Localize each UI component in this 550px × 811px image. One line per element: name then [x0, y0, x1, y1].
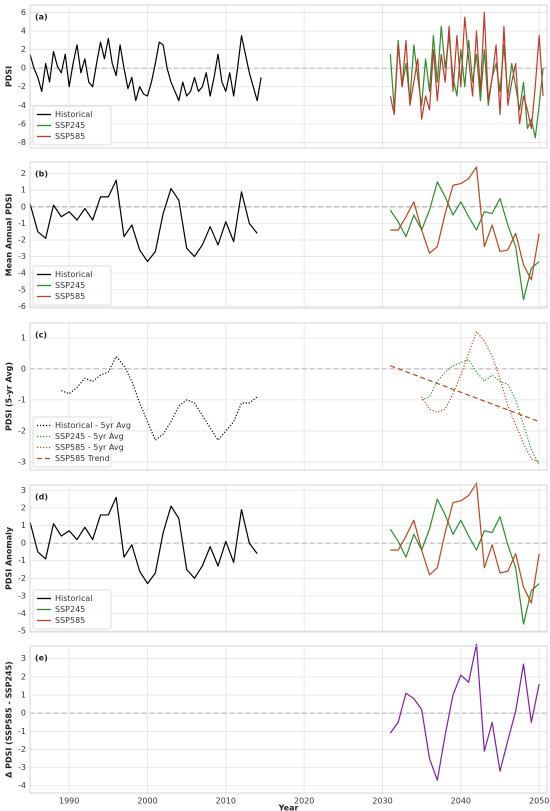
y-tick-label: 2 — [21, 672, 26, 681]
y-tick-label: -2 — [18, 574, 26, 583]
panel-label: (a) — [35, 13, 48, 22]
panel-label: (e) — [35, 654, 48, 663]
y-tick-label: -4 — [18, 269, 26, 278]
y-axis-label: PDSI Anomaly — [5, 526, 14, 590]
y-tick-label: -1 — [18, 556, 26, 565]
data-line — [390, 482, 540, 604]
x-tick-label: 1990 — [59, 797, 79, 806]
y-tick-label: 2 — [21, 169, 26, 178]
legend-label: SSP585 — [55, 292, 85, 301]
y-tick-label: -4 — [18, 101, 26, 110]
data-line — [29, 179, 258, 263]
y-tick-label: 1 — [21, 186, 26, 195]
x-tick-label: 2040 — [451, 797, 471, 806]
y-tick-label: -3 — [18, 252, 26, 261]
plot-frame — [29, 645, 548, 794]
y-tick-label: -2 — [18, 426, 26, 435]
y-tick-label: 0 — [21, 202, 26, 211]
y-tick-label: -4 — [18, 609, 26, 618]
data-line — [390, 365, 540, 423]
y-tick-label: 0 — [21, 364, 26, 373]
y-tick-label: -1 — [18, 395, 26, 404]
y-tick-label: -6 — [18, 302, 26, 311]
data-line — [390, 166, 540, 281]
legend-box — [32, 416, 112, 468]
y-tick-label: 2 — [21, 503, 26, 512]
legend-label: Historical — [55, 270, 92, 279]
y-tick-label: -1 — [18, 219, 26, 228]
plot-frame — [29, 161, 548, 309]
y-tick-label: 2 — [21, 45, 26, 54]
y-tick-label: -2 — [18, 745, 26, 754]
y-tick-label: -8 — [18, 138, 26, 147]
y-tick-label: 0 — [21, 64, 26, 73]
legend-label: Historical - 5yr Avg — [55, 421, 131, 430]
y-axis-label: PDSI (5-yr Avg) — [5, 362, 14, 431]
data-line — [389, 643, 540, 781]
x-axis-label: Year — [278, 804, 299, 811]
y-axis-label: PDSI — [5, 66, 14, 87]
x-tick-label: 2010 — [216, 797, 236, 806]
legend-label: SSP245 — [55, 281, 85, 290]
data-line — [389, 498, 540, 625]
y-tick-label: -2 — [18, 235, 26, 244]
y-tick-label: 0 — [21, 539, 26, 548]
data-line — [389, 11, 544, 130]
x-tick-label: 2030 — [372, 797, 392, 806]
y-tick-label: -4 — [18, 781, 26, 790]
data-line — [421, 358, 540, 466]
legend-box — [32, 265, 112, 306]
legend-label: SSP585 — [55, 616, 85, 625]
y-tick-label: -1 — [18, 727, 26, 736]
legend-label: SSP585 Trend — [55, 454, 110, 463]
y-tick-label: -5 — [18, 285, 26, 294]
data-line — [29, 35, 262, 102]
plot-frame — [29, 4, 548, 149]
plot-frame — [29, 322, 548, 471]
legend-label: Historical — [55, 594, 92, 603]
panel-label: (c) — [35, 331, 47, 340]
data-line — [421, 331, 540, 463]
panel-label: (b) — [35, 170, 48, 179]
y-tick-label: -3 — [18, 591, 26, 600]
y-tick-label: -2 — [18, 82, 26, 91]
legend-label: SSP245 — [55, 121, 85, 130]
x-tick-label: 2000 — [137, 797, 157, 806]
y-tick-label: -3 — [18, 457, 26, 466]
y-tick-label: 1 — [21, 691, 26, 700]
legend-label: SSP585 — [55, 132, 85, 141]
y-tick-label: -3 — [18, 763, 26, 772]
y-tick-label: -5 — [18, 627, 26, 636]
legend-box — [32, 589, 112, 630]
plot-frame — [29, 484, 548, 633]
legend-box — [32, 105, 112, 146]
y-tick-label: 3 — [21, 486, 26, 495]
y-tick-label: 1 — [21, 521, 26, 530]
y-tick-label: 6 — [21, 8, 26, 17]
x-tick-label: 2020 — [294, 797, 314, 806]
legend-label: SSP245 — [55, 605, 85, 614]
plot-area — [30, 646, 547, 793]
y-tick-label: -6 — [18, 119, 26, 128]
legend-label: SSP585 - 5yr Avg — [55, 443, 124, 452]
legend-label: SSP245 - 5yr Avg — [55, 432, 124, 441]
y-tick-label: 4 — [21, 27, 26, 36]
y-axis-label: Δ PDSI (SSP585 - SSP245) — [5, 661, 14, 778]
x-tick-label: 2050 — [529, 797, 549, 806]
panel-label: (d) — [35, 493, 48, 502]
data-line — [29, 496, 258, 585]
y-tick-label: 1 — [21, 333, 26, 342]
data-line — [389, 181, 540, 301]
y-tick-label: 3 — [21, 654, 26, 663]
y-tick-label: 0 — [21, 709, 26, 718]
legend-label: Historical — [55, 110, 92, 119]
y-axis-label: Mean Annual PDSI — [5, 194, 14, 277]
data-line — [61, 355, 258, 441]
